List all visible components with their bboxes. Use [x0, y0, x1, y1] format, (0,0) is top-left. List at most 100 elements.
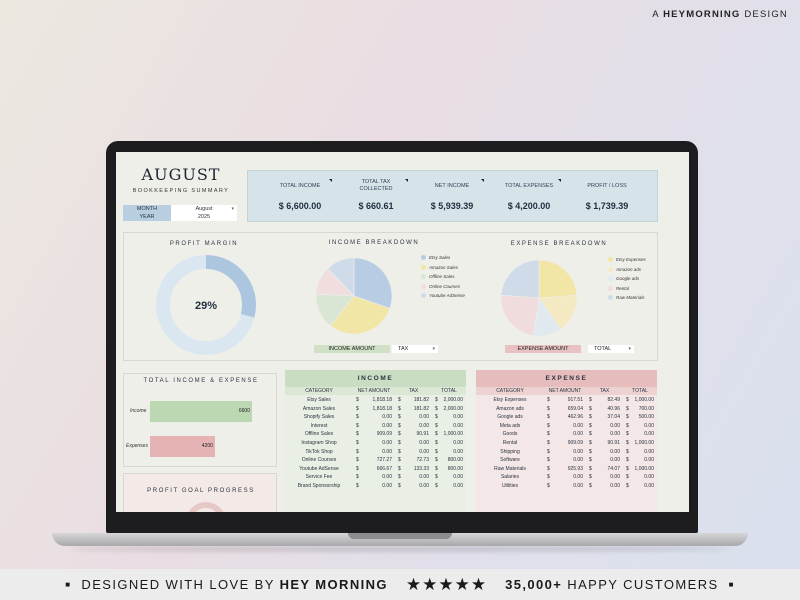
currency-symbol: $	[435, 465, 438, 472]
cell-tax: $0.00	[395, 439, 432, 448]
currency-symbol: $	[398, 405, 401, 412]
col-category: CATEGORY	[305, 388, 333, 394]
cell-value: 40.96	[607, 405, 620, 412]
cell-tax: $0.00	[395, 482, 432, 491]
cell-category: Youtube AdSense	[299, 465, 339, 472]
cell-category: Etsy Sales	[307, 397, 331, 403]
cell-value: 0.00	[644, 422, 654, 429]
cell-value: 0.00	[382, 414, 392, 421]
legend-dot-icon	[608, 257, 613, 262]
laptop-screen: AUGUST BOOKKEEPING SUMMARY MONTH August …	[116, 152, 689, 512]
cell-total: $0.00	[432, 439, 466, 448]
cell-tax: $0.00	[586, 482, 623, 491]
profit-margin-title: PROFIT MARGIN	[169, 241, 239, 247]
cell-value: 0.00	[419, 448, 429, 455]
expense-table: EXPENSE CATEGORY NET AMOUNT TAX TOTAL Et…	[476, 370, 657, 512]
cell-value: 659.04	[567, 405, 583, 412]
cell-category: Salaries	[500, 474, 520, 481]
income-pie-slice	[330, 295, 391, 335]
currency-symbol: $	[626, 431, 629, 438]
expense-pie-legend-item: Google ads	[608, 276, 639, 281]
currency-symbol: $	[435, 397, 438, 403]
currency-symbol: $	[356, 457, 359, 464]
cell-value: 500.00	[638, 414, 654, 421]
expense-metric-dropdown[interactable]: TOTAL ▾	[588, 345, 634, 353]
income-row: Offline Sales $909.09 $90.91 $1,000.00	[285, 430, 466, 439]
cell-net-amount: $0.00	[353, 473, 395, 482]
kpi-label: NET INCOME	[434, 183, 470, 189]
col-net-amount: NET AMOUNT	[548, 388, 582, 394]
income-pie-legend-item: Youtube AdSense	[421, 293, 465, 298]
cell-category: TikTok Shop	[305, 448, 333, 455]
expense-row: Utilities $0.00 $0.00 $0.00	[476, 482, 657, 491]
currency-symbol: $	[435, 422, 438, 429]
brand-suffix: DESIGN	[744, 9, 788, 20]
legend-label: Etsy Sales	[429, 255, 451, 260]
expense-row: Google ads $462.96 $37.04 $500.00	[476, 413, 657, 422]
month-dropdown[interactable]: August ▾	[171, 205, 237, 213]
chevron-down-icon[interactable]: ▾	[432, 346, 435, 352]
legend-label: Amazon ads	[616, 266, 642, 272]
chevron-down-icon[interactable]: ▾	[628, 346, 631, 352]
currency-symbol: $	[626, 397, 629, 403]
cell-value: 133.33	[413, 465, 429, 472]
currency-symbol: $	[398, 397, 401, 403]
cell-value: 909.09	[376, 431, 392, 438]
income-row: Service Fee $0.00 $0.00 $0.00	[285, 473, 466, 482]
cell-net-amount: $909.09	[353, 430, 395, 439]
cell-category: Amazon Sales	[302, 405, 336, 412]
cell-value: 0.00	[382, 482, 392, 489]
expense-bar	[150, 436, 215, 457]
expense-table-body: Etsy Expenses $917.51 $82.49 $1,000.00 Amazo…	[476, 396, 657, 491]
cell-tax: $90.91	[586, 439, 623, 448]
currency-symbol: $	[356, 448, 359, 455]
year-field[interactable]: 2025	[171, 213, 237, 221]
cell-total: $0.00	[623, 430, 657, 439]
cell-total: $800.00	[432, 456, 466, 465]
cell-value: 1,818.18	[372, 397, 392, 403]
currency-symbol: $	[398, 465, 401, 472]
expense-bar-value: 4200	[201, 443, 213, 449]
income-bar	[150, 401, 252, 422]
cell-total: $500.00	[623, 413, 657, 422]
month-selector[interactable]: MONTH August ▾	[123, 205, 237, 213]
income-metric-dropdown[interactable]: TAX ▾	[392, 345, 438, 353]
cell-value: 1,000.00	[634, 465, 654, 472]
expense-pie-slices	[500, 259, 578, 337]
col-tax: TAX	[599, 388, 610, 394]
profit-goal-title: PROFIT GOAL PROGRESS	[147, 488, 255, 494]
income-table-header: CATEGORY NET AMOUNT TAX TOTAL	[285, 387, 466, 395]
currency-symbol: $	[547, 439, 550, 446]
expense-amount-chip: EXPENSE AMOUNT	[505, 345, 581, 353]
cell-value: 0.00	[573, 448, 583, 455]
currency-symbol: $	[435, 405, 438, 412]
currency-symbol: $	[547, 405, 550, 412]
footer-left-text: DESIGNED WITH LOVE BY	[81, 577, 275, 592]
legend-label: Amazon Sales	[429, 264, 459, 270]
page-subtitle: BOOKKEEPING SUMMARY	[132, 188, 230, 194]
currency-symbol: $	[589, 397, 592, 403]
cell-value: 700.00	[638, 405, 654, 412]
expense-row: Raw Materials $925.93 $74.07 $1,000.00	[476, 465, 657, 474]
cell-value: 0.00	[419, 474, 429, 481]
chevron-down-icon[interactable]: ▾	[231, 206, 234, 212]
cell-category: Service Fee	[305, 474, 333, 481]
legend-label: Youtube AdSense	[429, 293, 465, 298]
cell-net-amount: $1,818.18	[353, 396, 395, 405]
income-table-title: INCOME	[285, 370, 466, 387]
cell-category: Etsy Expenses	[493, 397, 527, 403]
income-pie-legend-item: Online Courses	[421, 283, 460, 289]
cell-value: 0.00	[644, 457, 654, 464]
profit-goal-section: PROFIT GOAL PROGRESS	[123, 473, 277, 512]
bullet-icon: ■	[728, 580, 735, 589]
currency-symbol: $	[547, 414, 550, 421]
total-income-expense-section: TOTAL INCOME & EXPENSE Income 6600 Expen…	[123, 373, 277, 467]
cell-value: 181.82	[413, 405, 429, 412]
currency-symbol: $	[435, 482, 438, 489]
cell-value: 800.00	[447, 465, 463, 472]
income-pie-slice	[353, 257, 393, 309]
currency-symbol: $	[589, 405, 592, 412]
kpi-value: $ 5,939.39	[430, 201, 474, 211]
year-selector[interactable]: YEAR 2025	[123, 213, 237, 221]
currency-symbol: $	[398, 457, 401, 464]
